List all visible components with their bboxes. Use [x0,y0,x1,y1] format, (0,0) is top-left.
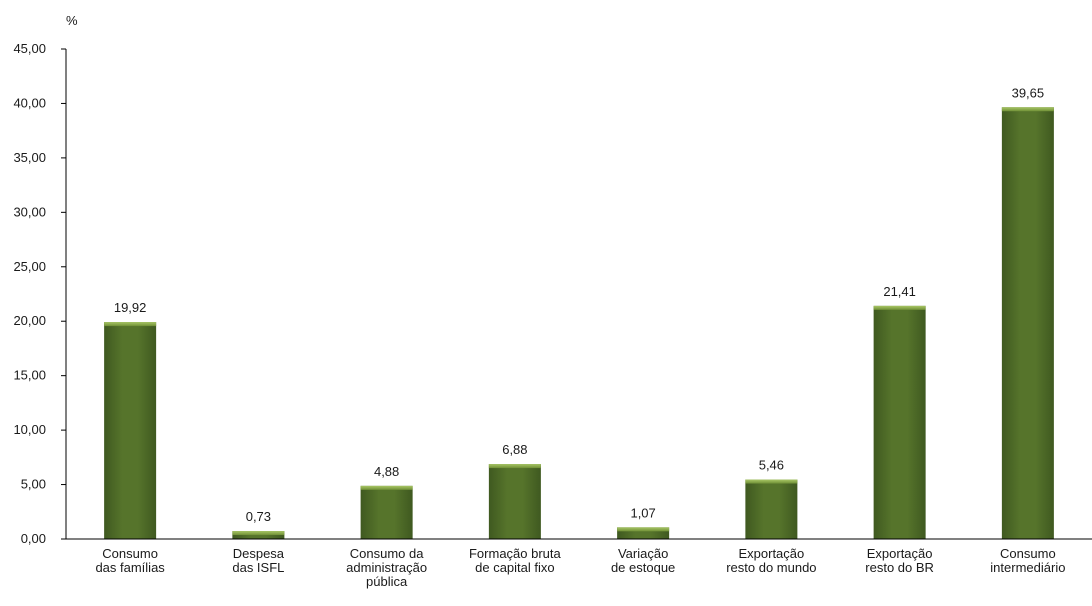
x-category-label-line: Variação [618,546,668,561]
bar-value-label: 4,88 [374,464,399,479]
bar-value-label: 6,88 [502,442,527,457]
x-category-label: Formação bruta de capital fixo [469,546,562,575]
x-category-label-line: Exportação [867,546,933,561]
y-tick-label: 5,00 [21,477,46,492]
x-category-label-line: de estoque [611,560,675,575]
bar [1001,107,1054,539]
y-tick-label: 30,00 [13,204,46,219]
x-category-label-line: resto do BR [865,560,934,575]
bar [104,322,157,539]
y-tick-label: 40,00 [13,95,46,110]
bar-body [360,485,413,539]
bar-value-label: 0,73 [246,509,271,524]
bar-top-face [360,485,413,490]
data-labels-group: 19,92 0,73 4,88 6,88 1,07 5,46 21,41 39,65 [114,85,1044,524]
bar [617,527,670,539]
bar-top-face [488,464,541,469]
bar [232,531,285,539]
y-tick-label: 45,00 [13,41,46,56]
bar-body [617,527,670,539]
bar-value-label: 1,07 [630,505,655,520]
x-category-label: Despesa das ISFL [232,546,284,575]
x-category-label-line: Exportação [738,546,804,561]
x-category-label-line: resto do mundo [726,560,816,575]
x-category-label-line: Consumo [1000,546,1056,561]
x-category-label: Exportação resto do BR [865,546,934,575]
bar-body [745,479,798,539]
x-category-label-line: Consumo [102,546,158,561]
x-category-label-line: administração [346,560,427,575]
y-tick-label: 35,00 [13,150,46,165]
y-tick-label: 15,00 [13,368,46,383]
y-tick-label: 20,00 [13,313,46,328]
y-tick-label: 25,00 [13,259,46,274]
x-category-label-line: Consumo da [350,546,424,561]
bar [873,305,926,539]
bar-top-face [232,531,285,536]
bar [745,479,798,539]
x-category-label: Variação de estoque [611,546,675,575]
bar-body [488,464,541,539]
bar-top-face [617,527,670,532]
bar [360,485,413,539]
x-category-label-line: das ISFL [232,560,284,575]
bar-top-face [104,322,157,327]
bar-value-label: 39,65 [1012,85,1045,100]
x-category-label: Exportação resto do mundo [726,546,816,575]
x-category-label-line: de capital fixo [475,560,555,575]
bar-top-face [1001,107,1054,112]
bar-value-label: 21,41 [883,284,916,299]
bar-body [104,322,157,539]
bar-value-label: 19,92 [114,300,147,315]
bar-top-face [745,479,798,484]
bar-body [1001,107,1054,539]
x-category-label: Consumo intermediário [990,546,1065,575]
y-axis: 0,00 5,00 10,00 15,00 20,00 25,00 30,00 35,00 40… [13,41,66,546]
y-axis-unit-label: % [66,13,78,28]
x-category-label: Consumo da administração pública [346,546,427,589]
bars-group [104,107,1054,539]
x-category-label-line: intermediário [990,560,1065,575]
x-category-label-line: pública [366,574,408,589]
bar-top-face [873,305,926,310]
y-tick-label: 0,00 [21,531,46,546]
x-category-label-line: Despesa [233,546,285,561]
bar-body [873,305,926,539]
y-tick-label: 10,00 [13,422,46,437]
bar [488,464,541,539]
bar-value-label: 5,46 [759,458,784,473]
x-category-label-line: Formação bruta [469,546,562,561]
x-category-label-line: das famílias [95,560,165,575]
x-category-label: Consumo das famílias [95,546,165,575]
